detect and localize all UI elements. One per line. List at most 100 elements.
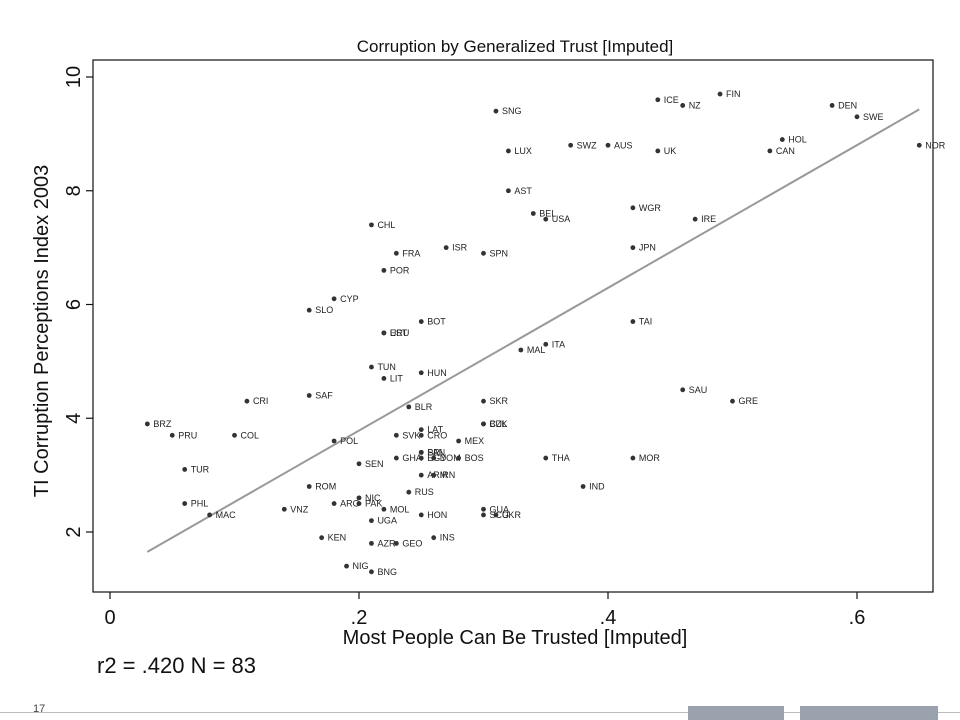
- point-label: BOS: [465, 453, 484, 463]
- data-point-mor: MOR: [630, 453, 660, 463]
- point-label: JPN: [639, 243, 656, 253]
- point-marker: [182, 501, 188, 506]
- data-point-swe: SWE: [854, 112, 884, 122]
- point-label: SVK: [402, 430, 420, 440]
- data-point-usa: USA: [543, 214, 570, 224]
- data-point-wgr: WGR: [630, 203, 661, 213]
- point-marker: [456, 438, 461, 444]
- point-marker: [916, 142, 922, 148]
- point-label: NZ: [689, 100, 701, 110]
- point-label: CAN: [776, 146, 795, 156]
- data-point-gre: GRE: [730, 396, 758, 406]
- point-label: VNZ: [290, 504, 309, 514]
- point-marker: [854, 114, 860, 120]
- data-point-irn: IRN: [431, 470, 455, 480]
- point-label: DEN: [838, 100, 857, 110]
- point-marker: [418, 427, 424, 433]
- point-marker: [717, 91, 723, 97]
- point-marker: [630, 455, 636, 461]
- point-label: SNG: [502, 106, 522, 116]
- point-label: BUL: [490, 419, 508, 429]
- point-marker: [369, 540, 374, 546]
- data-point-hun: HUN: [418, 368, 447, 378]
- point-label: SPN: [490, 248, 509, 258]
- point-label: COL: [241, 430, 260, 440]
- y-tick-label: 10: [63, 66, 85, 88]
- x-tick-label: .4: [600, 607, 617, 629]
- data-point-rom: ROM: [306, 482, 336, 492]
- data-point-blr: BLR: [406, 402, 433, 412]
- point-label: UKR: [502, 510, 522, 520]
- data-point-chl: CHL: [369, 220, 395, 230]
- point-label: SCG: [490, 510, 510, 520]
- data-point-mex: MEX: [456, 436, 484, 446]
- data-point-den: DEN: [829, 100, 857, 110]
- point-label: FRA: [402, 248, 420, 258]
- point-label: PAN: [427, 447, 445, 457]
- plot-frame: [92, 59, 934, 593]
- data-point-czk: CZK: [481, 419, 508, 429]
- x-axis-title: Most People Can Be Trusted [Imputed]: [343, 627, 688, 649]
- point-label: MAL: [527, 345, 546, 355]
- point-marker: [568, 142, 574, 148]
- point-marker: [169, 432, 175, 438]
- data-point-uga: UGA: [369, 516, 397, 526]
- point-marker: [605, 142, 611, 148]
- point-label: MOR: [639, 453, 660, 463]
- data-point-cro: CRO: [418, 430, 447, 440]
- point-marker: [331, 501, 337, 506]
- data-points: FIN ICE NZ DEN SNG SWE HOL NOR SWZ AUS LUX UK CAN AST…: [144, 89, 946, 577]
- point-label: UGA: [377, 516, 397, 526]
- point-marker: [393, 455, 399, 461]
- data-point-ita: ITA: [543, 339, 565, 349]
- point-marker: [481, 250, 486, 256]
- point-label: GEO: [402, 538, 422, 548]
- point-marker: [207, 512, 213, 518]
- point-label: SWE: [863, 112, 884, 122]
- data-point-svk: SVK: [393, 430, 420, 440]
- point-marker: [456, 455, 461, 461]
- point-label: BOT: [427, 317, 446, 327]
- point-marker: [431, 472, 437, 478]
- point-marker: [655, 148, 661, 154]
- data-point-rus: RUS: [406, 487, 434, 497]
- point-marker: [543, 341, 549, 347]
- y-tick-label: 4: [63, 413, 85, 424]
- data-point-ice: ICE: [655, 95, 679, 105]
- point-marker: [431, 535, 437, 541]
- point-marker: [182, 467, 188, 472]
- point-marker: [393, 250, 399, 256]
- point-marker: [779, 137, 785, 142]
- point-label: CHL: [377, 220, 395, 230]
- point-label: UK: [664, 146, 677, 156]
- point-marker: [443, 245, 449, 251]
- point-marker: [481, 512, 486, 518]
- point-marker: [680, 103, 686, 108]
- point-label: BNG: [377, 567, 397, 577]
- point-label: THA: [552, 453, 570, 463]
- prev-slide-button[interactable]: [688, 706, 784, 720]
- point-marker: [356, 495, 362, 501]
- data-point-spn: SPN: [481, 248, 508, 258]
- data-point-sau: SAU: [680, 385, 707, 395]
- point-label: PAK: [365, 499, 382, 509]
- point-label: PRU: [178, 430, 197, 440]
- point-marker: [767, 148, 773, 154]
- point-label: ARG: [340, 499, 360, 509]
- point-label: SWZ: [577, 140, 597, 150]
- point-marker: [381, 267, 387, 273]
- point-marker: [306, 307, 312, 313]
- data-point-col: COL: [232, 430, 259, 440]
- point-label: BEL: [539, 209, 556, 219]
- point-label: POR: [390, 265, 410, 275]
- point-marker: [369, 364, 374, 370]
- data-point-vnz: VNZ: [281, 504, 309, 514]
- point-marker: [506, 148, 511, 154]
- point-marker: [506, 188, 511, 194]
- next-slide-button[interactable]: [800, 706, 938, 720]
- point-marker: [393, 540, 399, 546]
- data-point-uk: UK: [655, 146, 676, 156]
- data-point-tun: TUN: [369, 362, 396, 372]
- x-tick-label: .6: [849, 607, 866, 629]
- point-label: USA: [552, 214, 571, 224]
